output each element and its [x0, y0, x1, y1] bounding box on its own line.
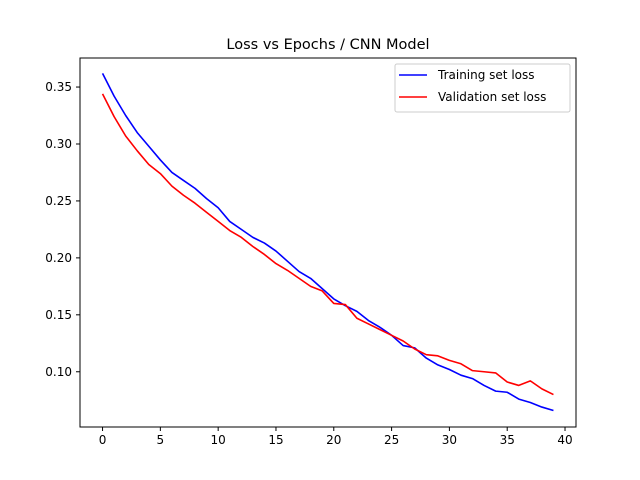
x-axis-ticks: 0 5 10 15 20 25 30 35 40 — [99, 427, 573, 447]
y-axis-ticks: 0.10 0.15 0.20 0.25 0.30 0.35 — [45, 80, 80, 379]
plot-lines — [101, 73, 554, 412]
x-tick-label: 20 — [326, 433, 341, 447]
y-tick-label: 0.30 — [45, 137, 72, 151]
x-tick-label: 15 — [268, 433, 283, 447]
legend-label-1: Validation set loss — [438, 90, 546, 104]
x-tick-label: 0 — [99, 433, 107, 447]
x-tick-label: 35 — [500, 433, 515, 447]
x-tick-label: 10 — [211, 433, 226, 447]
y-tick-label: 0.15 — [45, 308, 72, 322]
y-tick-label: 0.25 — [45, 194, 72, 208]
y-tick-label: 0.35 — [45, 80, 72, 94]
x-tick-label: 30 — [442, 433, 457, 447]
legend: Training set loss Validation set loss — [394, 63, 571, 113]
series-line-1 — [101, 93, 554, 396]
legend-label-0: Training set loss — [437, 68, 535, 82]
series-line-0 — [101, 73, 554, 412]
axes-frame — [79, 57, 577, 428]
y-tick-label: 0.10 — [45, 365, 72, 379]
legend-box — [394, 63, 571, 113]
x-tick-label: 40 — [557, 433, 572, 447]
x-tick-label: 5 — [157, 433, 165, 447]
chart-title: Loss vs Epochs / CNN Model — [226, 37, 429, 53]
y-tick-label: 0.20 — [45, 251, 72, 265]
x-tick-label: 25 — [384, 433, 399, 447]
